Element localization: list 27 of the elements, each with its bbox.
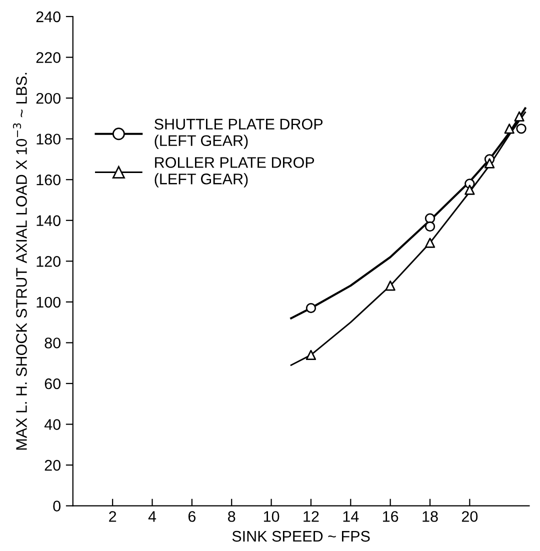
x-tick-label: 2 <box>109 511 116 522</box>
x-tick-label: 4 <box>148 511 156 522</box>
y-axis-title: MAX L. H. SHOCK STRUT AXIAL LOAD X 10$^{−3}$ ~ LBS. <box>12 72 27 450</box>
y-tick-label: 120 <box>36 256 60 267</box>
x-tick-label: 14 <box>343 511 359 522</box>
x-tick-label: 10 <box>264 511 280 522</box>
y-tick-label: 80 <box>44 338 60 348</box>
y-tick-label: 200 <box>36 92 60 104</box>
x-tick-label: 20 <box>462 511 478 522</box>
x-tick-label: 6 <box>188 511 196 522</box>
y-tick-label: 20 <box>44 460 60 471</box>
x-tick-label: 16 <box>382 511 398 522</box>
y-tick-label: 40 <box>44 419 60 430</box>
x-axis-title: SINK SPEED ~ FPS <box>232 530 370 542</box>
y-tick-label: 160 <box>36 174 60 186</box>
x-tick-label: 12 <box>304 511 319 522</box>
legend-label: ROLLER PLATE DROP (LEFT GEAR) <box>154 157 314 188</box>
y-tick-label: 100 <box>36 296 60 308</box>
y-tick-label: 140 <box>36 215 60 226</box>
y-tick-label: 180 <box>36 134 60 145</box>
y-tick-label: 220 <box>36 52 60 63</box>
x-tick-label: 18 <box>422 511 438 522</box>
x-tick-label: 8 <box>228 511 236 522</box>
y-tick-label: 0 <box>53 500 60 512</box>
y-tick-label: 240 <box>36 11 60 22</box>
y-tick-label: 60 <box>44 378 60 390</box>
legend-label: SHUTTLE PLATE DROP (LEFT GEAR) <box>154 118 323 150</box>
